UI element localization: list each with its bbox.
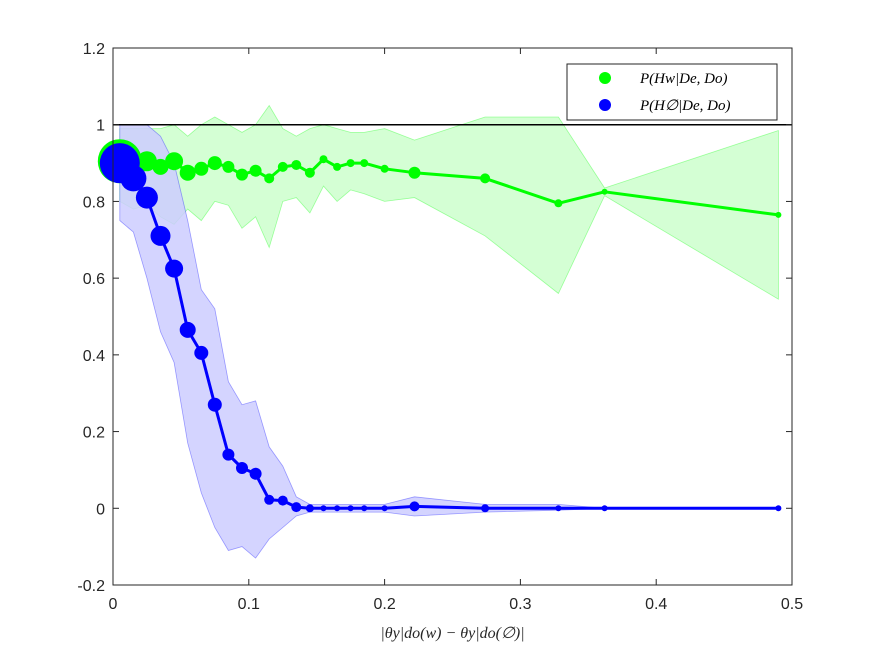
x-tick-label: 0 <box>109 596 118 613</box>
data-point-series-1 <box>236 168 248 181</box>
data-point-series-1 <box>264 173 275 184</box>
x-tick-label: 0.5 <box>781 596 803 613</box>
data-point-series-2 <box>361 505 368 512</box>
x-tick-label: 0.3 <box>509 596 531 613</box>
data-point-series-2 <box>207 397 222 412</box>
confidence-band-series-1 <box>119 104 779 300</box>
y-tick-label: 1 <box>96 118 105 135</box>
data-point-series-2 <box>347 505 354 512</box>
data-point-series-1 <box>194 161 209 176</box>
legend-marker-series-2 <box>599 99 611 111</box>
data-point-series-1 <box>291 160 302 170</box>
data-point-series-2 <box>481 504 490 513</box>
plot-border <box>112 47 793 586</box>
legend-marker-series-1 <box>599 72 611 84</box>
data-point-series-2 <box>291 502 302 513</box>
legend: P(Hw|De, Do) P(H∅|De, Do) <box>566 63 778 121</box>
data-point-series-1 <box>165 152 184 171</box>
legend-label-series-2: P(H∅|De, Do) <box>639 98 731 114</box>
series-markers <box>97 139 782 513</box>
data-point-series-1 <box>136 151 157 172</box>
y-tick-label: 0 <box>96 501 105 518</box>
data-point-series-1 <box>554 199 563 208</box>
y-tick-label: -0.2 <box>77 578 105 595</box>
data-point-series-2 <box>775 505 782 512</box>
data-point-series-1 <box>179 164 196 181</box>
x-tick-label: 0.4 <box>645 596 667 613</box>
x-tick-label: 0.2 <box>373 596 395 613</box>
data-point-series-1 <box>333 162 342 171</box>
data-point-series-1 <box>277 161 288 172</box>
data-point-series-2 <box>264 494 275 505</box>
data-point-series-2 <box>277 495 288 506</box>
data-point-series-2 <box>150 225 171 246</box>
data-point-series-1 <box>601 188 608 195</box>
data-point-series-1 <box>775 211 782 218</box>
data-point-series-2 <box>222 448 235 461</box>
legend-label-series-1: P(Hw|De, Do) <box>639 71 727 87</box>
data-point-series-2 <box>179 321 196 338</box>
data-point-series-1 <box>408 166 421 179</box>
y-axis: -0.2 0 0.2 0.4 0.6 0.8 1 1.2 <box>77 41 792 595</box>
x-axis: 0 0.1 0.2 0.3 0.4 0.5 <box>109 48 803 613</box>
y-tick-label: 0.8 <box>83 194 105 211</box>
y-tick-label: 0.2 <box>83 425 105 442</box>
data-point-series-1 <box>304 167 315 178</box>
data-point-series-2 <box>334 505 341 512</box>
y-tick-label: 0.4 <box>83 348 105 365</box>
data-point-series-2 <box>165 259 184 278</box>
data-point-series-2 <box>194 345 209 360</box>
data-point-series-2 <box>601 505 608 512</box>
y-tick-label: 1.2 <box>83 41 105 58</box>
data-point-series-1 <box>319 155 328 164</box>
data-point-series-2 <box>555 505 562 512</box>
data-point-series-2 <box>305 504 314 513</box>
data-point-series-2 <box>120 165 147 192</box>
data-point-series-2 <box>320 505 327 512</box>
data-point-series-2 <box>381 505 388 512</box>
data-point-series-1 <box>152 158 169 175</box>
data-point-series-2 <box>236 462 248 474</box>
data-point-series-1 <box>249 164 262 177</box>
data-point-series-1 <box>207 156 222 171</box>
data-point-series-2 <box>249 467 262 480</box>
y-tick-label: 0.6 <box>83 271 105 288</box>
data-point-series-1 <box>346 159 355 168</box>
data-point-series-1 <box>360 159 369 168</box>
data-point-series-1 <box>480 173 491 184</box>
data-point-series-1 <box>222 160 235 173</box>
x-tick-label: 0.1 <box>238 596 260 613</box>
data-point-series-2 <box>135 186 158 209</box>
x-axis-label: |θy|do(w) − θy|do(∅)| <box>380 625 524 642</box>
data-point-series-2 <box>409 501 420 512</box>
data-point-series-1 <box>380 164 389 173</box>
